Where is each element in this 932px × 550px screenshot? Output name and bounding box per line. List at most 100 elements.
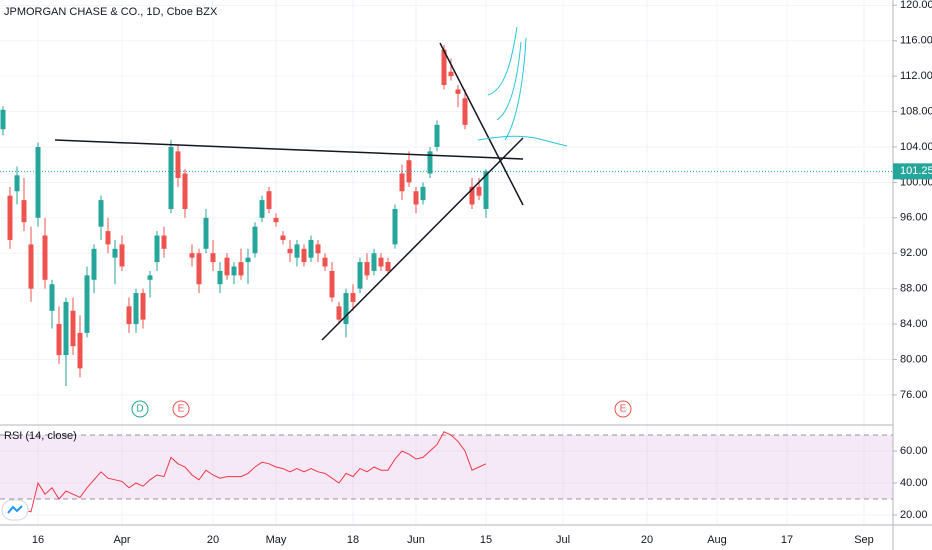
y-tick-label: 116.00	[900, 35, 932, 47]
x-tick-label: Jul	[556, 534, 570, 546]
candle-body	[42, 235, 48, 280]
candle-body	[385, 262, 391, 271]
candle-body	[84, 275, 90, 333]
candle-body	[7, 195, 13, 240]
trend-line	[321, 137, 524, 341]
y-tick-label: 108.00	[900, 105, 932, 117]
candle-body	[308, 239, 314, 258]
candle-body	[77, 332, 83, 369]
x-tick-label: 20	[207, 534, 219, 546]
candle-body	[70, 310, 76, 347]
candle-body	[455, 89, 461, 94]
candle-body	[203, 217, 209, 249]
candle-body	[378, 257, 384, 267]
event-circle[interactable]	[131, 400, 149, 418]
candle-body	[434, 124, 440, 147]
drawing-curve	[496, 41, 522, 121]
candle-body	[147, 275, 153, 280]
candle-body	[238, 262, 244, 276]
candle-body	[105, 231, 111, 245]
trend-line	[54, 139, 524, 160]
y-tick-label: 84.00	[900, 318, 928, 330]
candle-body	[462, 98, 468, 125]
candle-body	[133, 293, 139, 325]
candle-body	[252, 226, 258, 254]
event-marker[interactable]: E	[172, 400, 190, 418]
x-tick-label: 18	[347, 534, 359, 546]
candle-body	[371, 253, 377, 271]
candle-body	[399, 173, 405, 192]
candle-body	[266, 191, 272, 209]
event-label[interactable]: E	[178, 404, 185, 415]
candle-body	[301, 248, 307, 263]
candle-body	[329, 270, 335, 298]
event-circle[interactable]	[614, 400, 632, 418]
event-circle[interactable]	[172, 400, 190, 418]
candle-body	[441, 49, 447, 85]
x-tick-label: Jun	[407, 534, 425, 546]
x-tick-label: 20	[641, 534, 653, 546]
last-price-label: 101.25	[900, 165, 932, 177]
candle-body	[182, 173, 188, 209]
candle-body	[0, 109, 6, 130]
candle-body	[210, 253, 216, 263]
candle-body	[217, 270, 223, 285]
rsi-band	[0, 435, 893, 499]
logo-icon[interactable]	[7, 505, 23, 514]
event-label[interactable]: E	[620, 404, 627, 415]
drawing-curve	[477, 135, 568, 147]
candle-body	[126, 306, 132, 325]
candle-body	[413, 191, 419, 205]
drawing-curve	[504, 37, 527, 141]
x-tick-label: Apr	[113, 534, 130, 546]
drawings	[54, 26, 568, 341]
drawing-curve	[487, 26, 518, 96]
y-tick-label: 120.00	[900, 0, 932, 11]
candle-body	[420, 186, 426, 201]
logo[interactable]	[1, 499, 29, 521]
candle-body	[196, 253, 202, 285]
x-tick-label: May	[266, 534, 287, 546]
candle-body	[231, 266, 237, 276]
y-tick-label: 88.00	[900, 283, 928, 295]
event-marker[interactable]: D	[131, 400, 149, 418]
candle-body	[21, 200, 27, 223]
candle-body	[140, 293, 146, 320]
y-tick-label: 96.00	[900, 212, 928, 224]
candle-body	[343, 293, 349, 325]
candle-body	[119, 244, 125, 267]
candle-body	[350, 293, 356, 302]
y-tick-label: 112.00	[900, 70, 932, 82]
y2-tick-label: 40.00	[900, 477, 928, 489]
last-price-box	[893, 163, 932, 180]
candle-body	[273, 217, 279, 223]
event-marker[interactable]: E	[614, 400, 632, 418]
candle-body	[315, 244, 321, 254]
rsi-label: RSI (14, close)	[4, 430, 77, 442]
candle-body	[476, 186, 482, 196]
candle-body	[427, 151, 433, 174]
x-tick-label: Aug	[707, 534, 727, 546]
candle-body	[364, 262, 370, 276]
candle-body	[49, 284, 55, 311]
candle-body	[168, 146, 174, 209]
candle-body	[56, 324, 62, 356]
candle-body	[259, 200, 265, 218]
candle-body	[175, 151, 181, 178]
y-tick-label: 104.00	[900, 141, 932, 153]
event-label[interactable]: D	[136, 404, 143, 415]
grid	[0, 0, 893, 525]
marks	[0, 45, 893, 516]
candle-body	[336, 306, 342, 320]
candle-body	[294, 244, 300, 258]
x-tick-label: 17	[781, 534, 793, 546]
x-tick-label: 15	[480, 534, 492, 546]
candle-body	[224, 257, 230, 276]
candle-body	[469, 186, 475, 205]
trend-line	[439, 42, 524, 206]
candle-body	[448, 71, 454, 77]
chart-title: JPMORGAN CHASE & CO., 1D, Cboe BZX	[4, 6, 218, 18]
x-tick-label: 16	[32, 534, 44, 546]
candle-body	[14, 175, 20, 192]
